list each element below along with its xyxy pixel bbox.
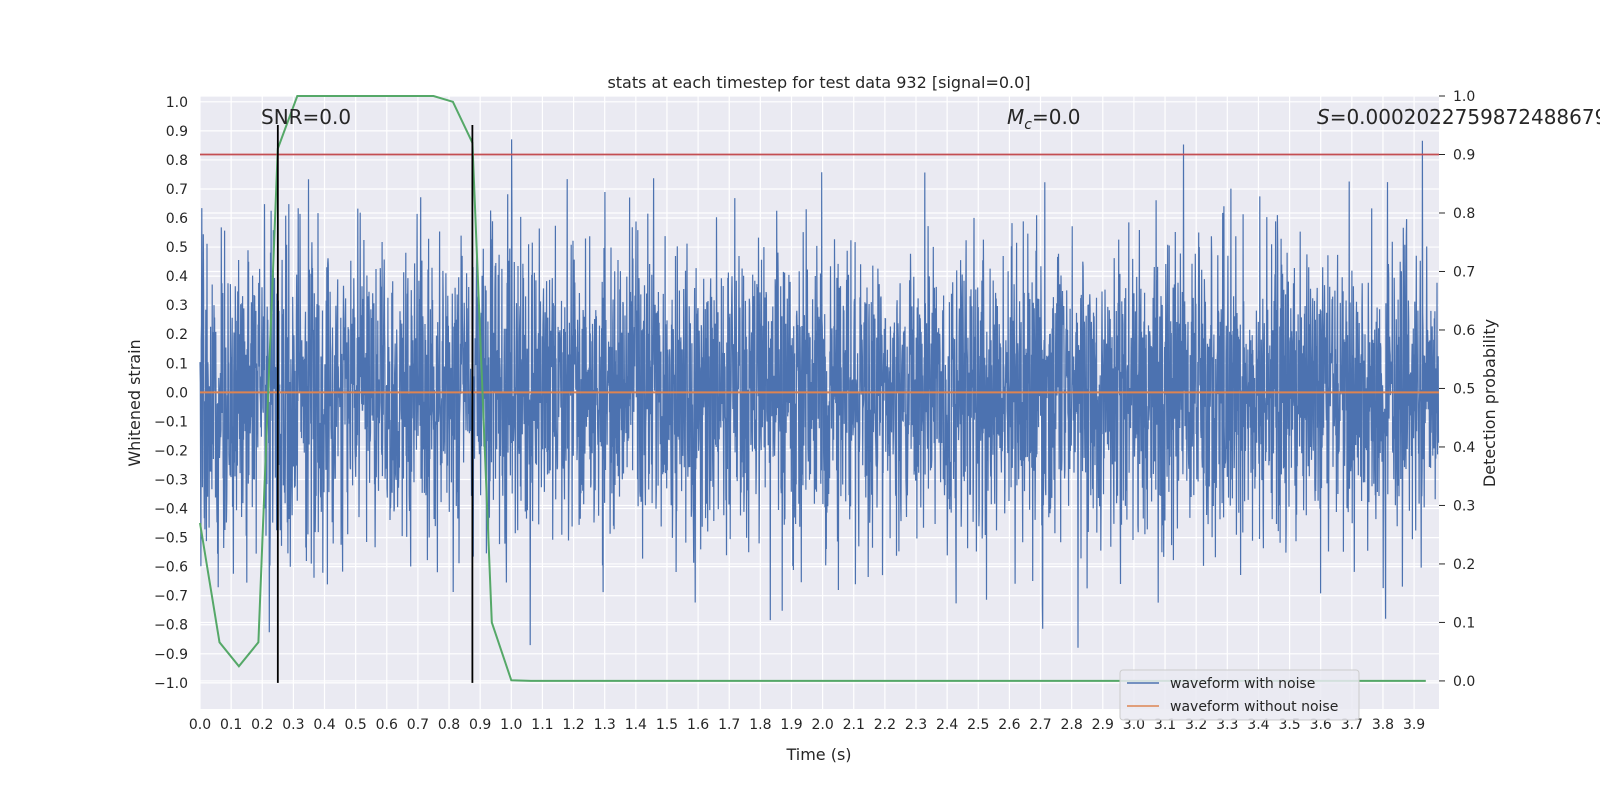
y-tick-label: −0.5 [154,531,188,547]
x-tick-label: 3.8 [1372,717,1394,733]
y-tick-label: −0.8 [154,618,188,634]
overlay-layer [199,95,1439,683]
x-tick-label: 1.1 [531,717,553,733]
y2-tick-label: 0.1 [1453,615,1475,631]
x-tick-label: 2.5 [967,717,989,733]
noisy-waveform-line [199,139,1440,648]
x-tick-label: 2.1 [843,717,865,733]
y-tick-label: −0.1 [154,414,188,430]
mc-symbol: M [1007,105,1024,129]
s-symbol: S [1317,105,1330,129]
x-tick-label: 1.4 [625,717,647,733]
chart-title: stats at each timestep for test data 932… [607,73,1030,92]
y-tick-label: −1.0 [154,676,188,692]
x-tick-label: 2.9 [1092,717,1114,733]
x-tick-label: 0.8 [438,717,460,733]
signal-layer [199,139,1440,648]
x-tick-label: 0.4 [313,717,335,733]
x-tick-label: 1.5 [656,717,678,733]
y-tick-label: −0.9 [154,647,188,663]
y2-axis-label: Detection probability [1480,319,1499,487]
y2-tick-label: 0.7 [1453,264,1475,280]
mc-value: =0.0 [1032,105,1081,129]
x-tick-label: 2.4 [936,717,958,733]
y-tick-label: −0.2 [154,443,188,459]
x-tick-label: 0.6 [376,717,398,733]
ticks-layer: 0.0 0.1 0.2 0.3 0.4 0.5 0.6 0.7 0.8 0.9 1.0 1.1 1.2 1… [154,89,1475,733]
x-axis-label: Time (s) [785,745,851,764]
x-tick-label: 3.5 [1278,717,1300,733]
y2-tick-label: 0.9 [1453,147,1475,163]
x-tick-label: 2.7 [1029,717,1051,733]
y-tick-label: 0.1 [166,356,188,372]
x-tick-label: 2.6 [998,717,1020,733]
x-tick-label: 0.3 [282,717,304,733]
x-tick-label: 1.7 [718,717,740,733]
x-tick-label: 3.6 [1310,717,1332,733]
y2-tick-label: 0.0 [1453,674,1475,690]
legend-label-clean: waveform without noise [1170,699,1338,715]
y2-tick-label: 0.6 [1453,323,1475,339]
x-tick-label: 3.7 [1341,717,1363,733]
y-tick-label: −0.3 [154,472,188,488]
mc-subscript: c [1024,117,1032,133]
detection-probability-line [199,95,1426,682]
x-tick-label: 3.3 [1216,717,1238,733]
x-tick-label: 0.5 [345,717,367,733]
y-tick-label: −0.4 [154,502,188,518]
x-tick-label: 0.7 [407,717,429,733]
x-tick-label: 1.9 [780,717,802,733]
x-tick-label: 1.0 [500,717,522,733]
chirp-mass-annotation: Mc=0.0 [1007,105,1081,133]
y-tick-label: 0.4 [166,269,188,285]
x-tick-label: 1.8 [749,717,771,733]
x-tick-label: 0.9 [469,717,491,733]
x-tick-label: 2.8 [1061,717,1083,733]
y-tick-label: 0.0 [166,385,188,401]
y2-tick-label: 0.3 [1453,498,1475,514]
x-tick-label: 2.2 [874,717,896,733]
s-annotation: S=0.00020227598724886796 [1317,105,1600,129]
x-tick-label: 0.2 [251,717,273,733]
y-tick-label: 0.6 [166,211,188,227]
legend-box [1119,669,1360,721]
y-tick-label: 0.9 [166,124,188,140]
x-tick-label: 2.0 [811,717,833,733]
y2-tick-label: 1.0 [1453,89,1475,105]
x-tick-label: 3.2 [1185,717,1207,733]
x-tick-label: 3.0 [1123,717,1145,733]
y2-tick-label: 0.2 [1453,557,1475,573]
y-tick-label: −0.7 [154,589,188,605]
legend-label-noisy: waveform with noise [1170,676,1315,692]
s-value: =0.00020227598724886796 [1330,105,1600,129]
y-tick-label: 0.2 [166,327,188,343]
y-tick-label: −0.6 [154,560,188,576]
y2-tick-label: 0.5 [1453,381,1475,397]
x-tick-label: 1.2 [562,717,584,733]
x-tick-label: 3.4 [1247,717,1269,733]
x-tick-label: 0.1 [220,717,242,733]
x-tick-label: 0.0 [189,717,211,733]
legend: waveform with noise waveform without noi… [1119,669,1360,721]
x-tick-label: 1.3 [594,717,616,733]
x-tick-label: 3.1 [1154,717,1176,733]
x-tick-label: 3.9 [1403,717,1425,733]
y2-tick-label: 0.8 [1453,206,1475,222]
y-axis-label: Whitened strain [125,339,144,466]
snr-annotation: SNR=0.0 [261,105,351,129]
y-tick-label: 0.8 [166,153,188,169]
y2-tick-label: 0.4 [1453,440,1475,456]
x-tick-label: 1.6 [687,717,709,733]
y-tick-label: 0.7 [166,182,188,198]
x-tick-label: 2.3 [905,717,927,733]
y-tick-label: 0.3 [166,298,188,314]
y-tick-label: 0.5 [166,240,188,256]
y-tick-label: 1.0 [166,95,188,111]
